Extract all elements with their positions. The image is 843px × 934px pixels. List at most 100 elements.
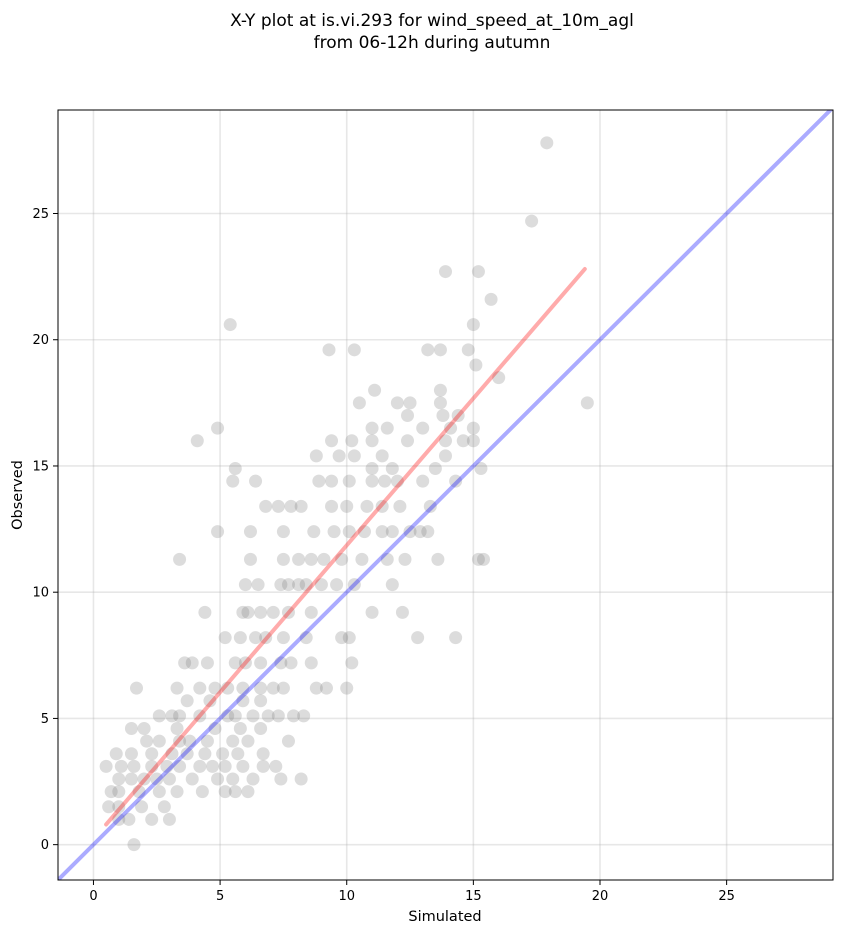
scatter-point [236,759,250,773]
scatter-point [292,552,306,566]
scatter-point [165,709,179,723]
scatter-point [284,499,298,513]
x-tick-label: 0 [89,889,97,904]
scatter-point [231,747,245,761]
scatter-point [276,681,290,695]
plot-frame [57,109,834,881]
scatter-point [226,734,240,748]
scatter-point [243,525,257,539]
scatter-point [276,525,290,539]
scatter-point [304,552,318,566]
y-tick-label: 10 [32,586,49,601]
x-axis-label: Simulated [408,909,481,925]
scatter-point [233,631,247,645]
scatter-point [259,499,273,513]
scatter-point [433,383,447,397]
scatter-point [271,499,285,513]
scatter-point [398,552,412,566]
scatter-point [390,396,404,410]
scatter-point [365,421,379,435]
scatter-point [540,136,554,150]
scatter-point [380,421,394,435]
scatter-point [254,656,268,670]
scatter-point [309,449,323,463]
scatter-point [375,449,389,463]
scatter-point [140,734,154,748]
scatter-point [466,434,480,448]
scatter-point [205,759,219,773]
scatter-point [124,747,138,761]
scatter-point [284,656,298,670]
scatter-point [314,578,328,592]
scatter-point [254,722,268,736]
scatter-point [436,408,450,422]
x-tick-label: 15 [465,889,482,904]
reference-lines [58,110,833,880]
scatter-point [281,578,295,592]
scatter-point [173,552,187,566]
scatter-point [274,578,288,592]
scatter-point [449,631,463,645]
scatter-point [317,552,331,566]
scatter-point [198,747,212,761]
scatter-point [152,785,166,799]
scatter-point [325,499,339,513]
scatter-point [228,461,242,475]
scatter-point [439,265,452,279]
scatter-point [393,499,407,513]
scatter-point [365,434,379,448]
scatter-point [135,800,149,814]
scatter-point [439,449,452,463]
scatter-point [421,343,435,357]
scatter-point [254,694,268,708]
scatter-point [403,396,417,410]
scatter-point [355,552,369,566]
scatter-point [238,656,252,670]
scatter-point [173,759,187,773]
scatter-point [266,681,280,695]
x-tick-label: 20 [592,889,609,904]
scatter-point [223,318,237,332]
scatter-point [276,552,290,566]
x-tick-label: 25 [718,889,735,904]
scatter-point [162,772,176,786]
scatter-point [256,759,270,773]
scatter-point [525,214,539,228]
scatter-point [297,709,311,723]
scatter-point [335,631,349,645]
scatter-point [193,709,207,723]
scatter-point [190,434,204,448]
scatter-point [345,434,359,448]
scatter-point [299,578,313,592]
scatter-point [228,709,242,723]
y-tick-label: 5 [41,712,49,727]
scatter-point [122,812,136,826]
scatter-point [466,318,480,332]
scatter-point [580,396,594,410]
scatter-point [411,631,425,645]
scatter-point [319,681,333,695]
scatter-point [401,434,415,448]
scatter-point [428,461,442,475]
scatter-point [254,681,268,695]
scatter-point [102,800,116,814]
scatter-point [145,759,159,773]
scatter-point [365,461,379,475]
scatter-point [236,694,250,708]
y-tick-label: 20 [32,333,49,348]
scatter-point [243,552,257,566]
scatter-point [246,709,260,723]
scatter-point [469,358,483,372]
scatter-point [160,759,174,773]
scatter-point [304,605,318,619]
scatter-point [347,578,361,592]
scatter-point [218,759,232,773]
scatter-point [150,772,164,786]
scatter-point [198,605,212,619]
scatter-point [403,525,417,539]
scatter-point [226,772,240,786]
scatter-point [492,371,506,385]
scatter-point [112,812,126,826]
scatter-point [195,785,209,799]
